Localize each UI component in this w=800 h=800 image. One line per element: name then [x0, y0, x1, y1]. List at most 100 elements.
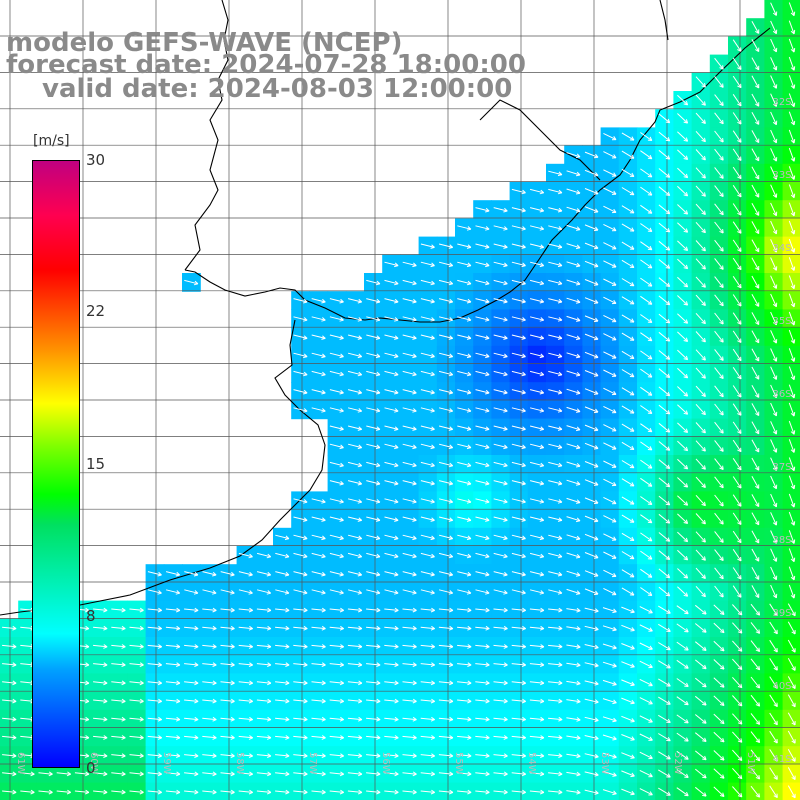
wind-arrow — [658, 149, 671, 160]
wind-arrow — [511, 334, 526, 340]
wind-arrow — [788, 584, 796, 599]
lon-label: 59W — [161, 752, 172, 775]
wind-arrow — [529, 680, 545, 686]
wind-arrow — [640, 550, 653, 560]
wind-arrow — [511, 716, 526, 722]
wind-arrow — [438, 552, 454, 559]
wind-arrow — [770, 2, 778, 16]
wind-arrow — [603, 551, 617, 559]
wind-arrow — [311, 370, 326, 377]
wind-arrow — [511, 607, 526, 613]
wind-arrow — [584, 260, 599, 268]
wind-arrow — [770, 366, 778, 380]
wind-arrow — [566, 479, 581, 486]
wind-arrow — [566, 497, 581, 504]
wind-arrow — [511, 279, 526, 286]
wind-arrow — [584, 297, 599, 304]
wind-arrow — [751, 148, 760, 162]
wind-arrow — [566, 461, 581, 468]
lon-label: 54W — [526, 752, 537, 775]
wind-arrow — [750, 658, 761, 671]
wind-arrow — [621, 314, 635, 323]
wind-arrow — [256, 589, 272, 595]
wind-arrow — [658, 696, 671, 705]
wind-arrow — [220, 753, 235, 759]
wind-arrow — [475, 316, 490, 322]
wind-arrow — [603, 205, 617, 214]
wind-arrow — [220, 644, 235, 649]
lat-label: 36S — [772, 389, 791, 400]
wind-arrow — [695, 531, 706, 543]
wind-arrow — [129, 644, 144, 649]
wind-arrow — [548, 534, 563, 541]
wind-arrow — [347, 316, 363, 322]
wind-arrow — [603, 369, 617, 377]
wind-arrow — [603, 569, 617, 578]
wind-arrow — [384, 552, 399, 559]
wind-arrow — [93, 680, 108, 686]
wind-arrow — [493, 261, 508, 268]
wind-arrow — [311, 571, 326, 577]
wind-arrow — [493, 552, 508, 559]
wind-arrow — [695, 458, 706, 470]
wind-arrow — [621, 587, 635, 596]
wind-arrow — [621, 278, 635, 287]
wind-arrow — [658, 441, 671, 451]
wind-arrow — [732, 75, 742, 89]
wind-arrow — [493, 534, 508, 541]
wind-arrow — [366, 753, 381, 759]
wind-arrow — [493, 753, 508, 759]
wind-arrow — [677, 458, 689, 470]
wind-arrow — [275, 698, 290, 704]
wind-arrow — [621, 259, 635, 268]
wind-arrow — [732, 530, 742, 544]
wind-arrow — [566, 680, 581, 686]
colorbar — [32, 160, 80, 768]
wind-arrow — [38, 771, 53, 777]
wind-arrow — [677, 113, 689, 124]
wind-arrow — [220, 607, 235, 613]
wind-arrow — [788, 493, 796, 508]
wind-arrow — [529, 243, 545, 249]
wind-arrow — [93, 662, 108, 668]
wind-arrow — [475, 298, 490, 304]
wind-arrow — [695, 513, 706, 525]
wind-arrow — [732, 731, 743, 743]
wind-arrow — [293, 352, 308, 359]
wind-arrow — [529, 443, 545, 450]
wind-arrow — [787, 785, 796, 799]
wind-arrow — [493, 698, 508, 704]
wind-arrow — [603, 460, 617, 468]
wind-arrow — [420, 425, 435, 431]
wind-arrow — [457, 498, 472, 504]
wind-arrow — [713, 622, 725, 634]
wind-arrow — [695, 567, 706, 579]
wind-arrow — [640, 496, 653, 505]
wind-arrow — [769, 603, 778, 617]
wind-arrow — [658, 495, 671, 506]
wind-arrow — [402, 771, 417, 777]
wind-arrow — [165, 644, 181, 649]
wind-arrow — [769, 785, 778, 799]
wind-arrow — [475, 480, 490, 486]
lat-label: 41S — [772, 754, 791, 765]
wind-arrow — [529, 334, 545, 340]
wind-arrow — [658, 623, 671, 632]
wind-arrow — [602, 752, 617, 759]
wind-arrow — [329, 534, 344, 541]
wind-arrow — [602, 643, 617, 650]
wind-arrow — [2, 789, 17, 795]
wind-arrow — [714, 239, 724, 252]
wind-arrow — [165, 789, 181, 795]
wind-arrow — [695, 258, 706, 270]
wind-arrow — [529, 625, 545, 631]
wind-arrow — [438, 625, 454, 631]
lon-label: 61W — [15, 752, 26, 775]
wind-arrow — [714, 203, 724, 216]
wind-arrow — [293, 516, 308, 522]
wind-arrow — [420, 243, 435, 249]
wind-arrow — [713, 659, 725, 670]
wind-arrow — [347, 352, 363, 359]
wind-arrow — [329, 461, 344, 468]
wind-arrow — [770, 202, 778, 217]
